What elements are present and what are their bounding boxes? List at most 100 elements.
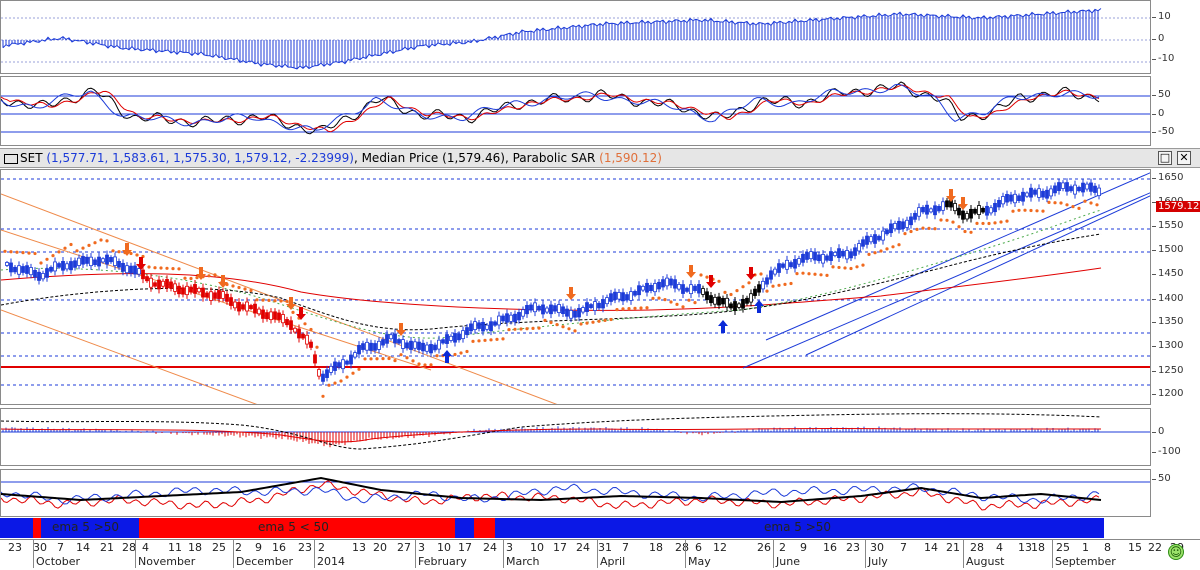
month-separator bbox=[135, 540, 136, 568]
candle-body bbox=[17, 265, 21, 275]
date-label: 18 bbox=[649, 541, 663, 554]
candle-body bbox=[973, 208, 977, 214]
candle-body bbox=[541, 304, 545, 315]
axis-label: 1350 bbox=[1151, 316, 1184, 327]
restore-icon[interactable]: □ bbox=[1158, 151, 1172, 165]
price-chart-panel[interactable] bbox=[0, 169, 1151, 405]
candle-body bbox=[433, 344, 437, 351]
sar-dot bbox=[1089, 201, 1093, 205]
sell-arrow-icon bbox=[296, 307, 306, 320]
chart-title-bar[interactable]: SET (1,577.71, 1,583.61, 1,575.30, 1,579… bbox=[0, 148, 1200, 168]
sell-arrow-icon bbox=[946, 189, 956, 202]
sar-dot bbox=[303, 322, 307, 326]
sar-dot bbox=[525, 327, 529, 331]
median-price-label: , Median Price (1,579.46) bbox=[353, 151, 505, 165]
stochastic-panel[interactable] bbox=[0, 76, 1151, 146]
date-label: 7 bbox=[900, 541, 907, 554]
sar-dot bbox=[981, 221, 985, 226]
band-segment bbox=[33, 518, 41, 538]
candle-body bbox=[565, 308, 569, 317]
candle-body bbox=[741, 298, 745, 309]
band-segment bbox=[0, 518, 33, 538]
candle-body bbox=[977, 205, 981, 215]
candle-body bbox=[205, 292, 209, 298]
band-segment bbox=[455, 518, 474, 538]
sar-dot bbox=[1053, 201, 1057, 205]
candle-body bbox=[249, 305, 253, 310]
sar-dot bbox=[939, 218, 943, 222]
candle-body bbox=[449, 335, 453, 341]
di-minus-line bbox=[1, 480, 1100, 511]
month-separator bbox=[865, 540, 866, 568]
sar-dot bbox=[243, 287, 247, 291]
candle-body bbox=[317, 369, 321, 377]
candle-body bbox=[689, 284, 693, 295]
candle-body bbox=[1017, 195, 1021, 201]
candle-body bbox=[925, 204, 929, 215]
date-label: 26 bbox=[757, 541, 771, 554]
candle-body bbox=[369, 342, 373, 351]
date-label: 10 bbox=[530, 541, 544, 554]
month-label: May bbox=[688, 555, 711, 568]
dmi-panel[interactable] bbox=[0, 469, 1151, 517]
candle-body bbox=[581, 307, 585, 313]
axis-label: 0 bbox=[1151, 426, 1165, 437]
axis-label: 1250 bbox=[1151, 365, 1184, 376]
stochastic-d-line bbox=[1, 84, 1100, 133]
sar-dot bbox=[177, 267, 181, 271]
candle-body bbox=[549, 304, 553, 315]
axis-label: -10 bbox=[1151, 53, 1175, 64]
candle-body bbox=[505, 313, 509, 323]
macd-axis: 0 -100 bbox=[1151, 408, 1200, 466]
candle-body bbox=[705, 291, 709, 301]
date-label: 24 bbox=[576, 541, 590, 554]
date-label: 9 bbox=[800, 541, 807, 554]
date-label: 31 bbox=[598, 541, 612, 554]
candle-body bbox=[745, 297, 749, 304]
candle-body bbox=[197, 287, 201, 293]
candle-body bbox=[97, 256, 101, 267]
sar-dot bbox=[531, 326, 535, 330]
month-separator bbox=[963, 540, 964, 568]
candle-body bbox=[389, 334, 393, 340]
sar-dot bbox=[465, 349, 469, 354]
candle-body bbox=[1033, 189, 1037, 195]
month-label: June bbox=[776, 555, 800, 568]
sar-dot bbox=[921, 226, 925, 230]
sar-dot bbox=[411, 359, 415, 363]
candle-body bbox=[69, 261, 73, 271]
sar-dot bbox=[135, 253, 139, 257]
sar-dot bbox=[627, 307, 631, 311]
smiley-icon[interactable]: ☺ bbox=[1168, 544, 1184, 560]
candle-body bbox=[33, 270, 37, 278]
macd-panel[interactable] bbox=[0, 408, 1151, 466]
candle-body bbox=[993, 202, 997, 213]
sar-dot bbox=[663, 298, 667, 302]
candle-body bbox=[757, 284, 761, 293]
sar-dot bbox=[789, 281, 793, 286]
candle-body bbox=[953, 203, 957, 212]
axis-label: 1300 bbox=[1151, 340, 1184, 351]
sar-dot bbox=[987, 221, 991, 226]
candle-body bbox=[225, 293, 229, 302]
sar-dot bbox=[1065, 203, 1069, 207]
candle-body bbox=[401, 339, 405, 349]
candle-body bbox=[781, 263, 785, 268]
oscillator-panel[interactable] bbox=[0, 0, 1151, 74]
candle-body bbox=[149, 277, 153, 288]
candle-body bbox=[5, 262, 9, 266]
sar-dot bbox=[81, 246, 85, 250]
candle-body bbox=[81, 256, 85, 265]
date-label: 7 bbox=[622, 541, 629, 554]
close-icon[interactable]: ✕ bbox=[1177, 151, 1191, 165]
symbol-name: SET bbox=[20, 151, 43, 165]
sar-dot bbox=[357, 367, 361, 371]
candle-body bbox=[185, 285, 189, 296]
sar-dot bbox=[549, 320, 553, 325]
sar-dot bbox=[927, 226, 931, 230]
date-label: 25 bbox=[1056, 541, 1070, 554]
time-axis[interactable]: 23 30 7 14 21 28 4 11 18 25 2 9 16 23 2 13 20 27 3 10 17 24 3 1… bbox=[0, 539, 1200, 570]
sar-dot bbox=[969, 230, 973, 234]
candle-body bbox=[361, 343, 365, 350]
candle-body bbox=[865, 235, 869, 245]
